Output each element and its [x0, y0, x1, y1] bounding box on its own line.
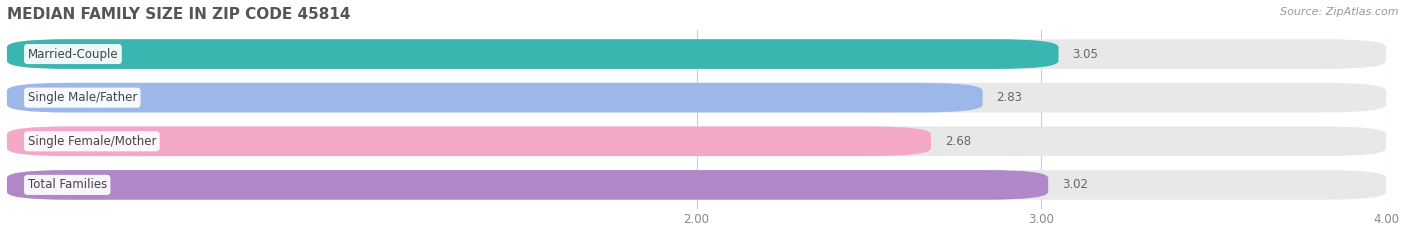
Text: 3.05: 3.05: [1073, 48, 1098, 61]
FancyBboxPatch shape: [7, 170, 1049, 200]
FancyBboxPatch shape: [7, 39, 1059, 69]
FancyBboxPatch shape: [7, 170, 1386, 200]
Text: Source: ZipAtlas.com: Source: ZipAtlas.com: [1281, 7, 1399, 17]
Text: 2.68: 2.68: [945, 135, 972, 148]
FancyBboxPatch shape: [7, 127, 931, 156]
FancyBboxPatch shape: [7, 83, 983, 113]
FancyBboxPatch shape: [7, 39, 1386, 69]
Text: Married-Couple: Married-Couple: [28, 48, 118, 61]
Text: Single Male/Father: Single Male/Father: [28, 91, 136, 104]
FancyBboxPatch shape: [7, 127, 1386, 156]
Text: Single Female/Mother: Single Female/Mother: [28, 135, 156, 148]
Text: 3.02: 3.02: [1062, 178, 1088, 191]
Text: MEDIAN FAMILY SIZE IN ZIP CODE 45814: MEDIAN FAMILY SIZE IN ZIP CODE 45814: [7, 7, 350, 22]
FancyBboxPatch shape: [7, 83, 1386, 113]
Text: 2.83: 2.83: [997, 91, 1022, 104]
Text: Total Families: Total Families: [28, 178, 107, 191]
